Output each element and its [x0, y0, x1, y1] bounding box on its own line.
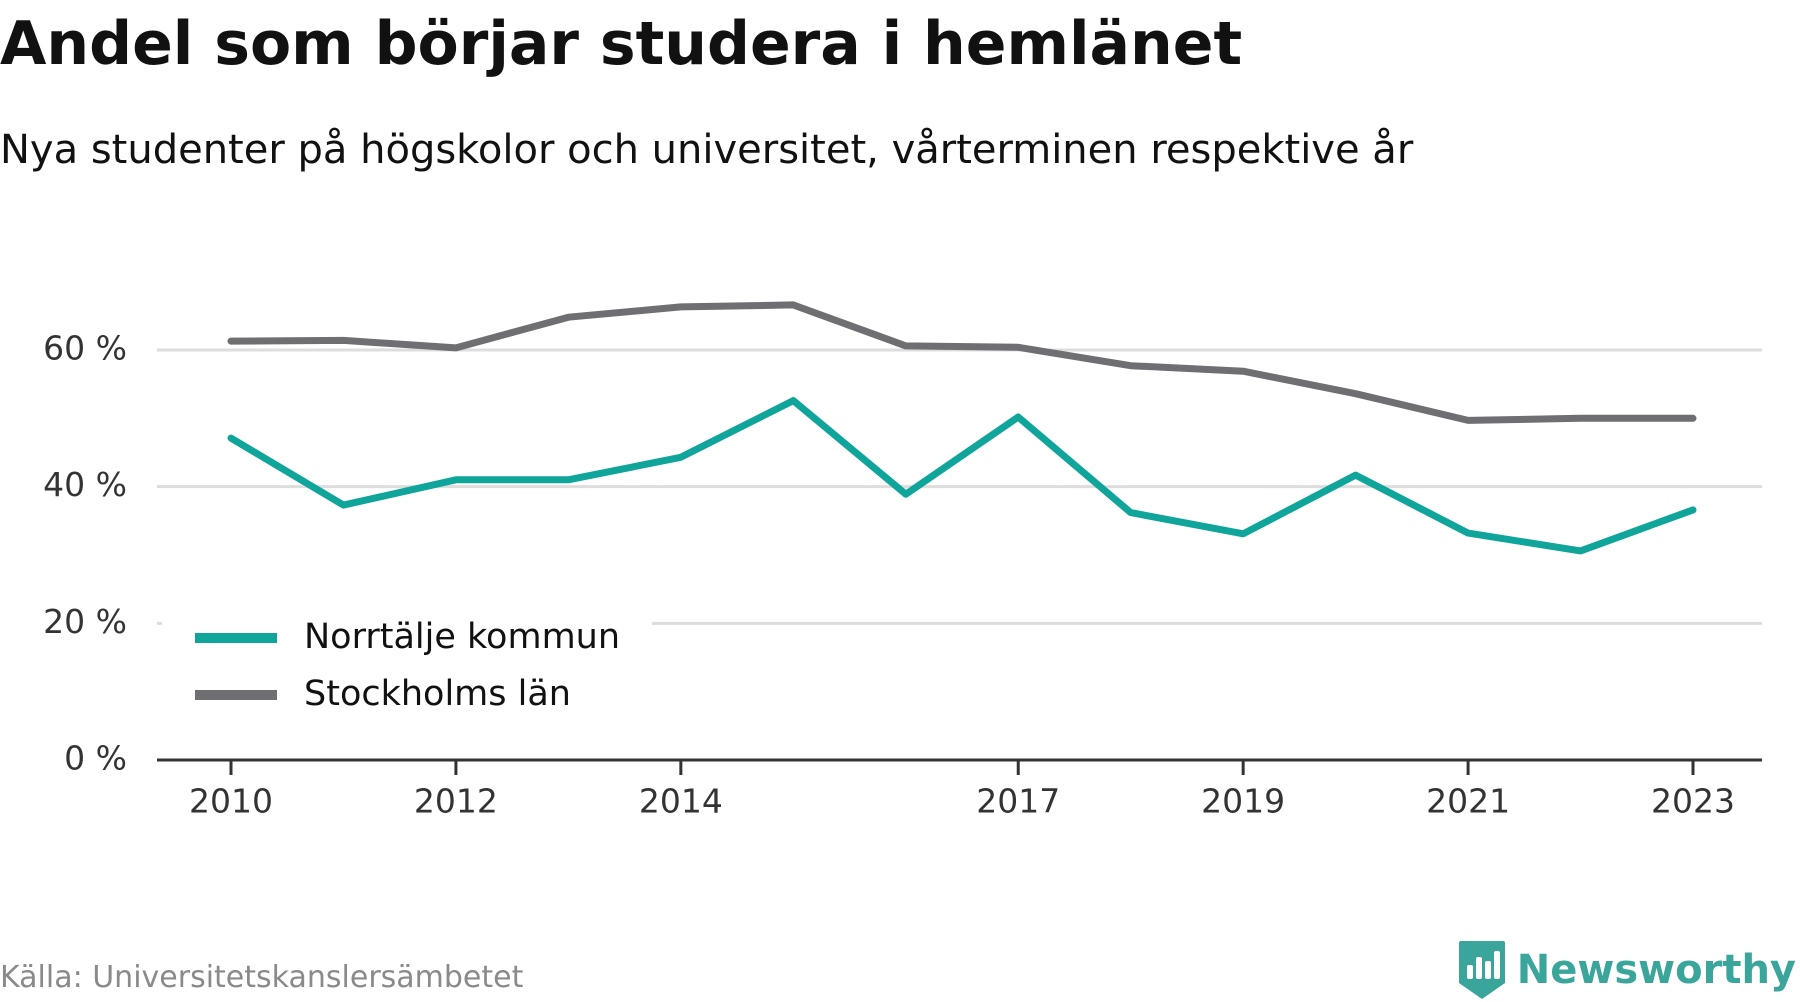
- legend-label: Norrtälje kommun: [304, 617, 620, 657]
- x-tick-label: 2014: [639, 782, 723, 821]
- y-tick-label: 0 %: [64, 739, 127, 778]
- gridlines: [157, 348, 1762, 625]
- x-tick-label: 2023: [1651, 782, 1735, 821]
- x-tick-label: 2010: [189, 782, 273, 821]
- x-tick-label: 2021: [1426, 782, 1510, 821]
- y-tick-label: 60 %: [43, 329, 127, 368]
- x-tick-label: 2012: [414, 782, 498, 821]
- newsworthy-logo-icon: [1458, 941, 1505, 999]
- source-note: Källa: Universitetskanslersämbetet: [0, 960, 524, 995]
- line-chart: 0 % 20 % 40 % 60 % Norrtälje kommun Stockhol…: [43, 301, 1762, 821]
- x-axis-ticks: 2010 2012 2014 2017 2019 2021 2023: [189, 760, 1735, 821]
- brand-name: Newsworthy: [1516, 947, 1796, 993]
- legend-label: Stockholms län: [304, 674, 571, 714]
- chart-subtitle: Nya studenter på högskolor och universit…: [0, 127, 1414, 173]
- y-tick-label: 40 %: [43, 465, 127, 504]
- legend: Norrtälje kommun Stockholms län: [195, 617, 620, 714]
- y-tick-label: 20 %: [43, 602, 127, 641]
- chart-title: Andel som börjar studera i hemlänet: [0, 9, 1243, 79]
- brand-logo: Newsworthy: [1457, 938, 1796, 1002]
- series-line-2: [227, 301, 1697, 424]
- series-lines: [227, 301, 1697, 555]
- x-tick-label: 2019: [1201, 782, 1285, 821]
- x-tick-label: 2017: [976, 782, 1060, 821]
- y-axis-ticks: 0 % 20 % 40 % 60 %: [43, 329, 127, 778]
- legend-background: [162, 600, 652, 732]
- series-line-1: [227, 397, 1697, 555]
